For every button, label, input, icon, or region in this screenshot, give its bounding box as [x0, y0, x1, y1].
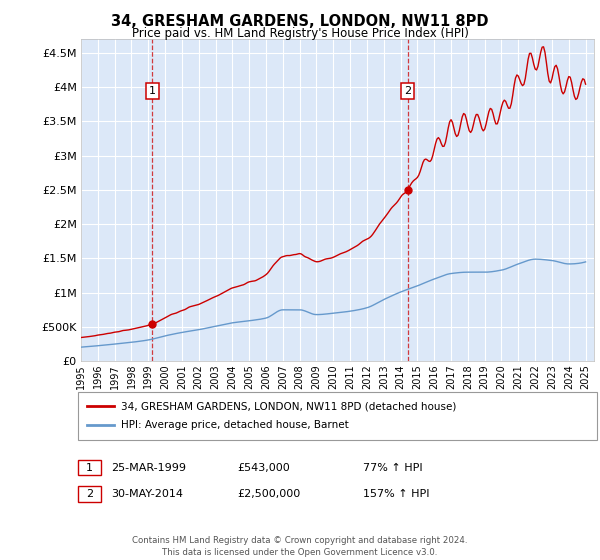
Text: 77% ↑ HPI: 77% ↑ HPI	[363, 463, 422, 473]
Text: £2,500,000: £2,500,000	[237, 489, 300, 499]
Text: £543,000: £543,000	[237, 463, 290, 473]
Text: 1: 1	[86, 463, 93, 473]
Text: 34, GRESHAM GARDENS, LONDON, NW11 8PD (detached house): 34, GRESHAM GARDENS, LONDON, NW11 8PD (d…	[121, 402, 457, 411]
Text: 25-MAR-1999: 25-MAR-1999	[111, 463, 186, 473]
Text: Contains HM Land Registry data © Crown copyright and database right 2024.
This d: Contains HM Land Registry data © Crown c…	[132, 536, 468, 557]
Text: Price paid vs. HM Land Registry's House Price Index (HPI): Price paid vs. HM Land Registry's House …	[131, 27, 469, 40]
Text: 157% ↑ HPI: 157% ↑ HPI	[363, 489, 430, 499]
Text: 34, GRESHAM GARDENS, LONDON, NW11 8PD: 34, GRESHAM GARDENS, LONDON, NW11 8PD	[111, 14, 489, 29]
Text: 30-MAY-2014: 30-MAY-2014	[111, 489, 183, 499]
Text: HPI: Average price, detached house, Barnet: HPI: Average price, detached house, Barn…	[121, 421, 349, 430]
Text: 2: 2	[86, 489, 93, 499]
Text: 1: 1	[149, 86, 155, 96]
Text: 2: 2	[404, 86, 411, 96]
